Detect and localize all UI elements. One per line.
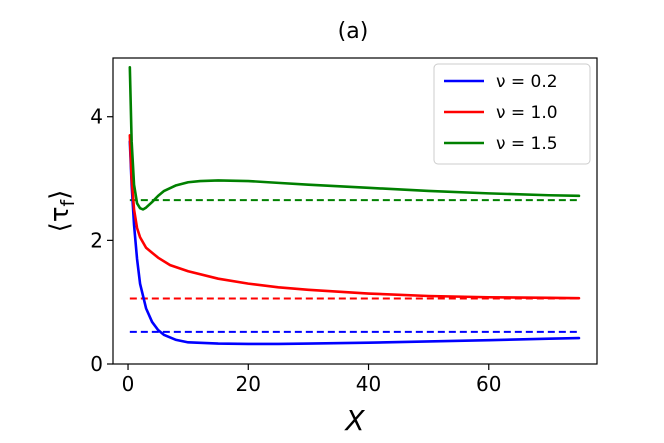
x-tick-label: 60 bbox=[476, 372, 501, 396]
legend-items: ν = 0.2 ν = 1.0 ν = 1.5 bbox=[444, 72, 558, 154]
x-tick-label: 0 bbox=[122, 372, 135, 396]
y-tick-label: 4 bbox=[90, 105, 103, 129]
legend: ν = 0.2 ν = 1.0 ν = 1.5 bbox=[433, 63, 591, 165]
series-line bbox=[128, 65, 581, 211]
series-lines bbox=[128, 65, 581, 346]
legend-label: ν = 0.2 bbox=[496, 72, 558, 92]
y-axis-label: ⟨τf⟩ bbox=[45, 190, 79, 233]
y-axis-ticks: 0 2 4 bbox=[90, 105, 113, 376]
series-line bbox=[128, 133, 581, 300]
y-tick-label: 0 bbox=[90, 352, 103, 376]
y-tick-label: 2 bbox=[90, 228, 103, 252]
x-tick-label: 20 bbox=[236, 372, 261, 396]
x-tick-label: 40 bbox=[356, 372, 381, 396]
x-axis-label: X bbox=[343, 404, 365, 437]
x-axis-ticks: 0 20 40 60 bbox=[122, 364, 502, 396]
legend-box bbox=[433, 63, 591, 165]
series-line bbox=[128, 140, 581, 346]
chart-title: (a) bbox=[338, 19, 369, 44]
legend-label: ν = 1.0 bbox=[496, 103, 558, 123]
legend-label: ν = 1.5 bbox=[496, 134, 558, 154]
